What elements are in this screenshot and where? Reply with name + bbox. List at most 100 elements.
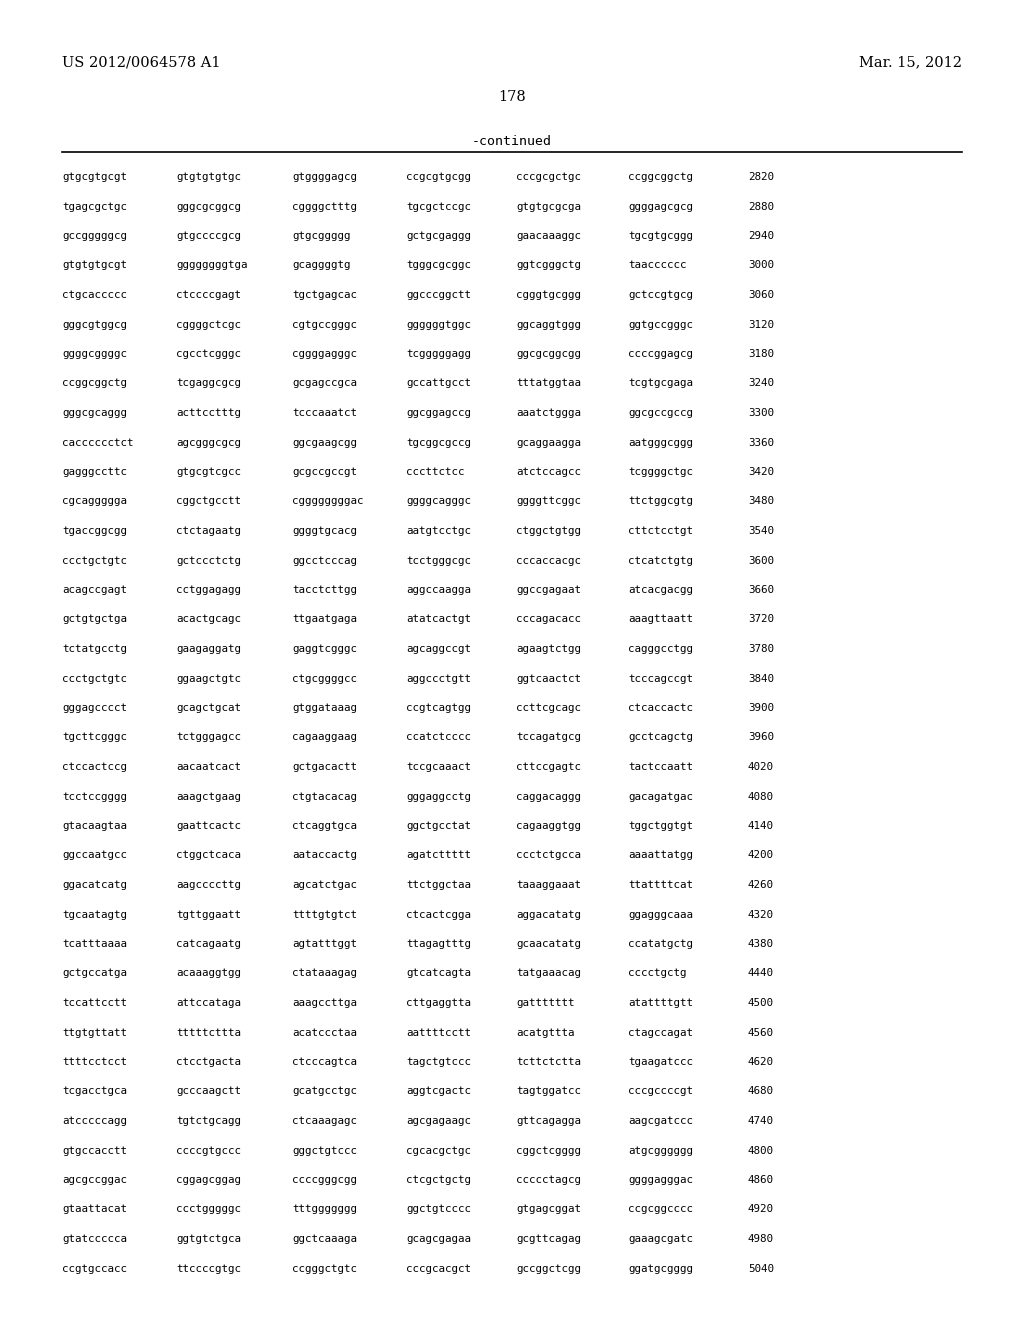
- Text: ggggggggtga: ggggggggtga: [176, 260, 248, 271]
- Text: aggtcgactc: aggtcgactc: [406, 1086, 471, 1097]
- Text: gttcagagga: gttcagagga: [516, 1115, 581, 1126]
- Text: tatgaaacag: tatgaaacag: [516, 969, 581, 978]
- Text: atatcactgt: atatcactgt: [406, 615, 471, 624]
- Text: 4200: 4200: [748, 850, 774, 861]
- Text: ggggagcgcg: ggggagcgcg: [628, 202, 693, 211]
- Text: tgcaatagtg: tgcaatagtg: [62, 909, 127, 920]
- Text: cggctcgggg: cggctcgggg: [516, 1146, 581, 1155]
- Text: aaagttaatt: aaagttaatt: [628, 615, 693, 624]
- Text: gtgccccgcg: gtgccccgcg: [176, 231, 241, 242]
- Text: gcaggggtg: gcaggggtg: [292, 260, 350, 271]
- Text: 4440: 4440: [748, 969, 774, 978]
- Text: gtgtgtgtgc: gtgtgtgtgc: [176, 172, 241, 182]
- Text: ggcctcccag: ggcctcccag: [292, 556, 357, 565]
- Text: 3600: 3600: [748, 556, 774, 565]
- Text: atcccccagg: atcccccagg: [62, 1115, 127, 1126]
- Text: ggggttcggc: ggggttcggc: [516, 496, 581, 507]
- Text: ccctctgcca: ccctctgcca: [516, 850, 581, 861]
- Text: cggctgcctt: cggctgcctt: [176, 496, 241, 507]
- Text: gcatgcctgc: gcatgcctgc: [292, 1086, 357, 1097]
- Text: 3840: 3840: [748, 673, 774, 684]
- Text: cgcacgctgc: cgcacgctgc: [406, 1146, 471, 1155]
- Text: ccgggctgtc: ccgggctgtc: [292, 1263, 357, 1274]
- Text: taaaggaaat: taaaggaaat: [516, 880, 581, 890]
- Text: 5040: 5040: [748, 1263, 774, 1274]
- Text: gggcgcggcg: gggcgcggcg: [176, 202, 241, 211]
- Text: ccgtcagtgg: ccgtcagtgg: [406, 704, 471, 713]
- Text: gggaggcctg: gggaggcctg: [406, 792, 471, 801]
- Text: ggctgcctat: ggctgcctat: [406, 821, 471, 832]
- Text: aatgtcctgc: aatgtcctgc: [406, 525, 471, 536]
- Text: cccgcgctgc: cccgcgctgc: [516, 172, 581, 182]
- Text: ttctggcgtg: ttctggcgtg: [628, 496, 693, 507]
- Text: gcgttcagag: gcgttcagag: [516, 1234, 581, 1243]
- Text: agcatctgac: agcatctgac: [292, 880, 357, 890]
- Text: cgtgccgggc: cgtgccgggc: [292, 319, 357, 330]
- Text: ggggtgcacg: ggggtgcacg: [292, 525, 357, 536]
- Text: tcccaaatct: tcccaaatct: [292, 408, 357, 418]
- Text: cagaaggtgg: cagaaggtgg: [516, 821, 581, 832]
- Text: 3420: 3420: [748, 467, 774, 477]
- Text: cagggcctgg: cagggcctgg: [628, 644, 693, 653]
- Text: ctcaccactc: ctcaccactc: [628, 704, 693, 713]
- Text: tccgcaaact: tccgcaaact: [406, 762, 471, 772]
- Text: tcatttaaaa: tcatttaaaa: [62, 939, 127, 949]
- Text: 3060: 3060: [748, 290, 774, 300]
- Text: gcaacatatg: gcaacatatg: [516, 939, 581, 949]
- Text: ggcccggctt: ggcccggctt: [406, 290, 471, 300]
- Text: tcgggggagg: tcgggggagg: [406, 348, 471, 359]
- Text: Mar. 15, 2012: Mar. 15, 2012: [859, 55, 962, 69]
- Text: cggggggggac: cggggggggac: [292, 496, 364, 507]
- Text: ccatatgctg: ccatatgctg: [628, 939, 693, 949]
- Text: 3960: 3960: [748, 733, 774, 742]
- Text: agcaggccgt: agcaggccgt: [406, 644, 471, 653]
- Text: atctccagcc: atctccagcc: [516, 467, 581, 477]
- Text: acaaaggtgg: acaaaggtgg: [176, 969, 241, 978]
- Text: gccattgcct: gccattgcct: [406, 379, 471, 388]
- Text: gtgtgcgcga: gtgtgcgcga: [516, 202, 581, 211]
- Text: cccaccacgc: cccaccacgc: [516, 556, 581, 565]
- Text: ttgtgttatt: ttgtgttatt: [62, 1027, 127, 1038]
- Text: ccctgctgtc: ccctgctgtc: [62, 673, 127, 684]
- Text: cggggagggc: cggggagggc: [292, 348, 357, 359]
- Text: acatccctaa: acatccctaa: [292, 1027, 357, 1038]
- Text: tcgacctgca: tcgacctgca: [62, 1086, 127, 1097]
- Text: aataccactg: aataccactg: [292, 850, 357, 861]
- Text: ggggggtggc: ggggggtggc: [406, 319, 471, 330]
- Text: atattttgtt: atattttgtt: [628, 998, 693, 1008]
- Text: aatgggcggg: aatgggcggg: [628, 437, 693, 447]
- Text: 4800: 4800: [748, 1146, 774, 1155]
- Text: 4980: 4980: [748, 1234, 774, 1243]
- Text: 4080: 4080: [748, 792, 774, 801]
- Text: cttgaggtta: cttgaggtta: [406, 998, 471, 1008]
- Text: gctccctctg: gctccctctg: [176, 556, 241, 565]
- Text: ggtcgggctg: ggtcgggctg: [516, 260, 581, 271]
- Text: ggggcagggc: ggggcagggc: [406, 496, 471, 507]
- Text: cgcctcgggc: cgcctcgggc: [176, 348, 241, 359]
- Text: gtgcgtcgcc: gtgcgtcgcc: [176, 467, 241, 477]
- Text: tccagatgcg: tccagatgcg: [516, 733, 581, 742]
- Text: gtgagcggat: gtgagcggat: [516, 1204, 581, 1214]
- Text: aaatctggga: aaatctggga: [516, 408, 581, 418]
- Text: ctcactcgga: ctcactcgga: [406, 909, 471, 920]
- Text: agcgggcgcg: agcgggcgcg: [176, 437, 241, 447]
- Text: aggacatatg: aggacatatg: [516, 909, 581, 920]
- Text: ctgcggggcc: ctgcggggcc: [292, 673, 357, 684]
- Text: 4320: 4320: [748, 909, 774, 920]
- Text: cccgcacgct: cccgcacgct: [406, 1263, 471, 1274]
- Text: gctccgtgcg: gctccgtgcg: [628, 290, 693, 300]
- Text: ggcgcggcgg: ggcgcggcgg: [516, 348, 581, 359]
- Text: tttttcttta: tttttcttta: [176, 1027, 241, 1038]
- Text: cttctcctgt: cttctcctgt: [628, 525, 693, 536]
- Text: ccccgggcgg: ccccgggcgg: [292, 1175, 357, 1185]
- Text: ttattttcat: ttattttcat: [628, 880, 693, 890]
- Text: tgcggcgccg: tgcggcgccg: [406, 437, 471, 447]
- Text: gctgccatga: gctgccatga: [62, 969, 127, 978]
- Text: tccattcctt: tccattcctt: [62, 998, 127, 1008]
- Text: US 2012/0064578 A1: US 2012/0064578 A1: [62, 55, 220, 69]
- Text: ggcggagccg: ggcggagccg: [406, 408, 471, 418]
- Text: tcccagccgt: tcccagccgt: [628, 673, 693, 684]
- Text: ccctgggggc: ccctgggggc: [176, 1204, 241, 1214]
- Text: 4860: 4860: [748, 1175, 774, 1185]
- Text: ctggctgtgg: ctggctgtgg: [516, 525, 581, 536]
